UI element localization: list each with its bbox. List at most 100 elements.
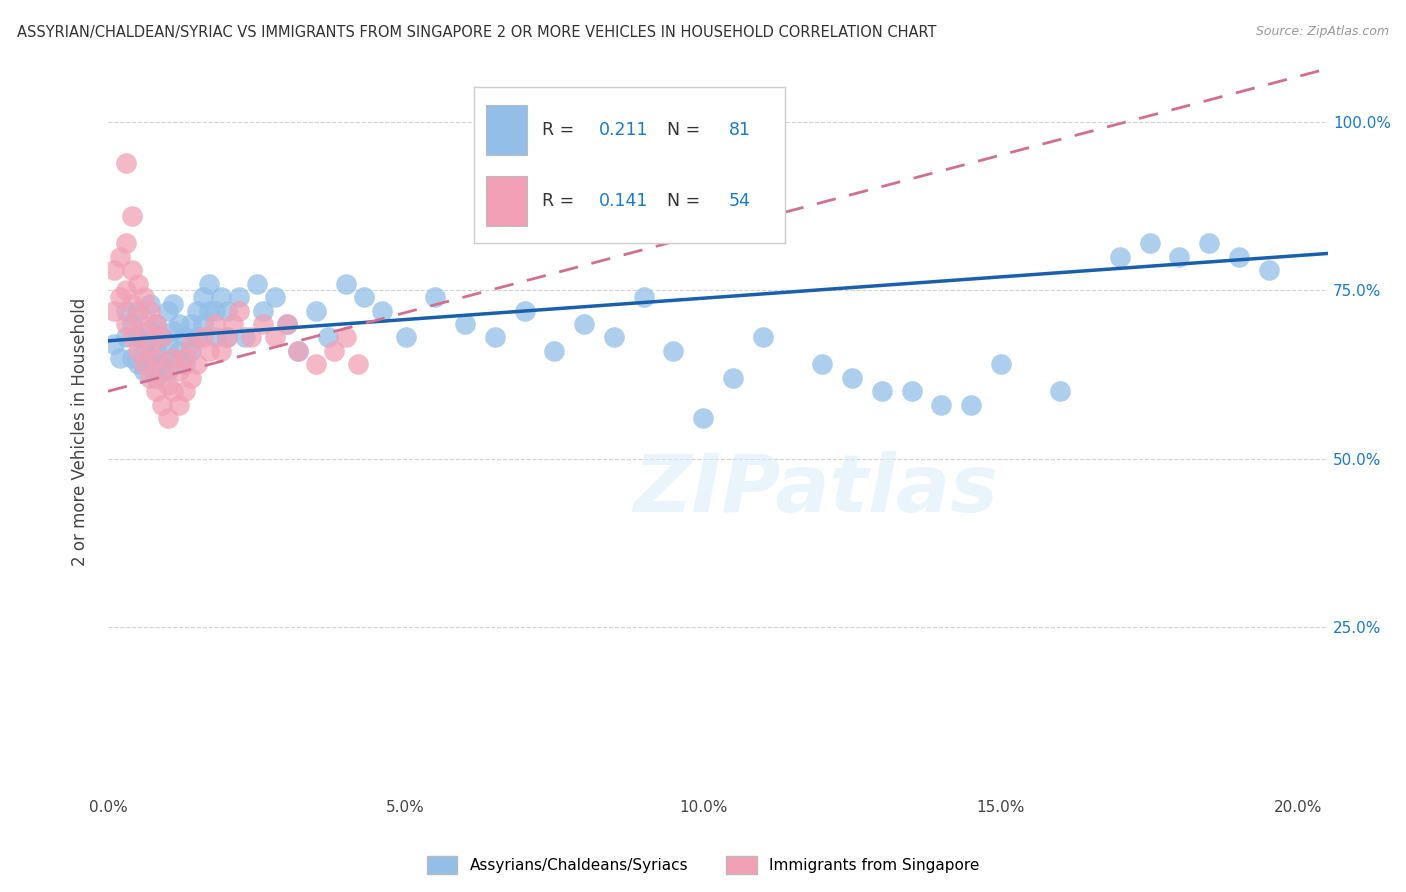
Point	[394, 330, 416, 344]
Point	[263, 330, 285, 344]
Point	[900, 384, 922, 399]
Point	[132, 364, 155, 378]
Point	[180, 343, 202, 358]
Point	[198, 277, 221, 291]
Point	[276, 317, 298, 331]
Point	[1227, 250, 1250, 264]
Point	[353, 290, 375, 304]
Point	[870, 384, 893, 399]
Point	[543, 343, 565, 358]
Point	[233, 330, 256, 344]
Point	[127, 357, 149, 371]
Point	[204, 317, 226, 331]
Point	[121, 317, 143, 331]
Point	[169, 343, 191, 358]
Point	[132, 357, 155, 371]
Point	[276, 317, 298, 331]
Point	[138, 337, 160, 351]
Point	[323, 343, 346, 358]
Point	[1257, 263, 1279, 277]
Point	[150, 330, 173, 344]
Point	[132, 324, 155, 338]
Point	[198, 303, 221, 318]
Point	[127, 310, 149, 325]
Point	[162, 297, 184, 311]
Point	[145, 351, 167, 365]
Point	[305, 357, 328, 371]
Point	[180, 337, 202, 351]
Point	[1049, 384, 1071, 399]
Point	[127, 277, 149, 291]
Point	[108, 290, 131, 304]
Point	[193, 290, 215, 304]
Point	[150, 398, 173, 412]
Point	[721, 371, 744, 385]
Y-axis label: 2 or more Vehicles in Household: 2 or more Vehicles in Household	[72, 298, 89, 566]
Point	[132, 290, 155, 304]
Point	[425, 290, 447, 304]
Point	[108, 250, 131, 264]
Point	[287, 343, 309, 358]
Point	[145, 343, 167, 358]
Point	[990, 357, 1012, 371]
Point	[121, 330, 143, 344]
Point	[174, 384, 197, 399]
Point	[162, 384, 184, 399]
Point	[180, 371, 202, 385]
Point	[103, 263, 125, 277]
Point	[156, 337, 179, 351]
Text: ASSYRIAN/CHALDEAN/SYRIAC VS IMMIGRANTS FROM SINGAPORE 2 OR MORE VEHICLES IN HOUS: ASSYRIAN/CHALDEAN/SYRIAC VS IMMIGRANTS F…	[17, 25, 936, 40]
Point	[252, 303, 274, 318]
Point	[316, 330, 339, 344]
Point	[215, 330, 238, 344]
Point	[169, 317, 191, 331]
Point	[929, 398, 952, 412]
Point	[127, 330, 149, 344]
Point	[145, 317, 167, 331]
Point	[347, 357, 370, 371]
Point	[1168, 250, 1191, 264]
Point	[186, 330, 208, 344]
Point	[132, 337, 155, 351]
Point	[228, 290, 250, 304]
Point	[209, 343, 232, 358]
Point	[1198, 236, 1220, 251]
Point	[751, 330, 773, 344]
Point	[841, 371, 863, 385]
Point	[287, 343, 309, 358]
Point	[371, 303, 394, 318]
Point	[103, 303, 125, 318]
Point	[215, 303, 238, 318]
Point	[633, 290, 655, 304]
Point	[150, 364, 173, 378]
Point	[811, 357, 834, 371]
Point	[121, 210, 143, 224]
Point	[662, 343, 685, 358]
Point	[138, 371, 160, 385]
Point	[246, 277, 269, 291]
Point	[156, 411, 179, 425]
Text: ZIPatlas: ZIPatlas	[633, 450, 998, 529]
Point	[215, 330, 238, 344]
Point	[305, 303, 328, 318]
Point	[103, 337, 125, 351]
Point	[127, 303, 149, 318]
Point	[169, 398, 191, 412]
Point	[1108, 250, 1130, 264]
Point	[156, 377, 179, 392]
Point	[228, 303, 250, 318]
Point	[162, 324, 184, 338]
Point	[692, 411, 714, 425]
Point	[186, 357, 208, 371]
Point	[174, 330, 197, 344]
Point	[204, 330, 226, 344]
Point	[162, 351, 184, 365]
Point	[960, 398, 983, 412]
Point	[174, 351, 197, 365]
Point	[115, 303, 138, 318]
Text: Source: ZipAtlas.com: Source: ZipAtlas.com	[1256, 25, 1389, 38]
Point	[193, 330, 215, 344]
Point	[150, 357, 173, 371]
Point	[108, 351, 131, 365]
Point	[145, 317, 167, 331]
